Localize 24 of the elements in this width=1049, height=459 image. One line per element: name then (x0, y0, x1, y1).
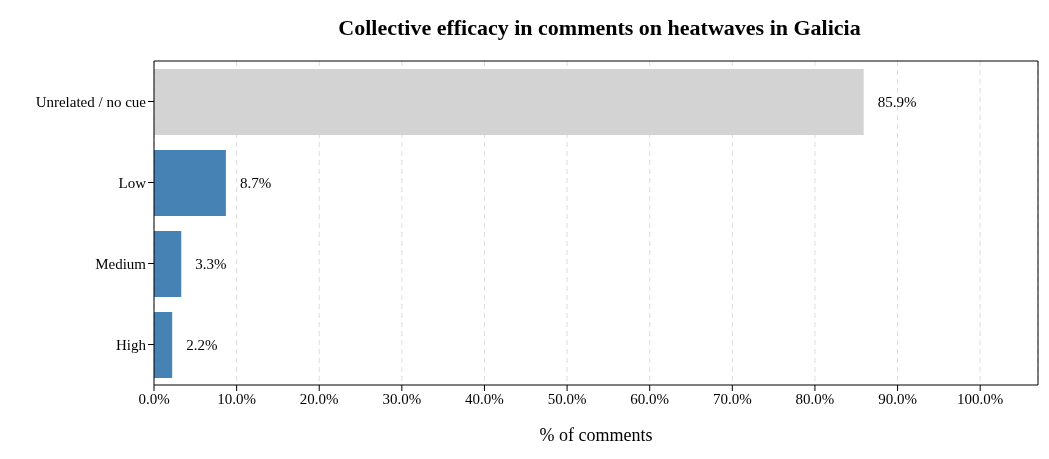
data-label: 8.7% (239, 175, 272, 191)
x-tick-label: 100.0% (957, 390, 1004, 407)
x-tick-label: 70.0% (712, 390, 752, 407)
data-label: 2.2% (186, 337, 218, 353)
x-tick-label: 60.0% (630, 390, 670, 407)
y-tick-label: Medium (95, 255, 147, 272)
x-tick-label: 10.0% (217, 390, 256, 407)
x-tick-label: 40.0% (465, 390, 504, 407)
x-axis-title: % of comments (539, 425, 653, 445)
x-tick-label: 50.0% (547, 390, 587, 407)
y-tick-label: Unrelated / no cue (35, 93, 147, 110)
data-label: 3.3% (195, 256, 227, 272)
x-tick-label: 80.0% (795, 390, 835, 407)
x-tick-label: 30.0% (382, 390, 422, 407)
bar (154, 231, 182, 297)
y-tick-label: Low (118, 174, 147, 191)
x-tick-label: 0.0% (138, 390, 170, 407)
bar (154, 150, 226, 216)
data-label: 85.9% (877, 94, 917, 110)
y-tick-label: High (116, 336, 147, 353)
bar (154, 312, 173, 378)
x-tick-label: 20.0% (299, 390, 339, 407)
x-tick-label: 90.0% (878, 390, 917, 407)
chart-title: Collective efficacy in comments on heatwaves in Galicia (337, 14, 862, 42)
